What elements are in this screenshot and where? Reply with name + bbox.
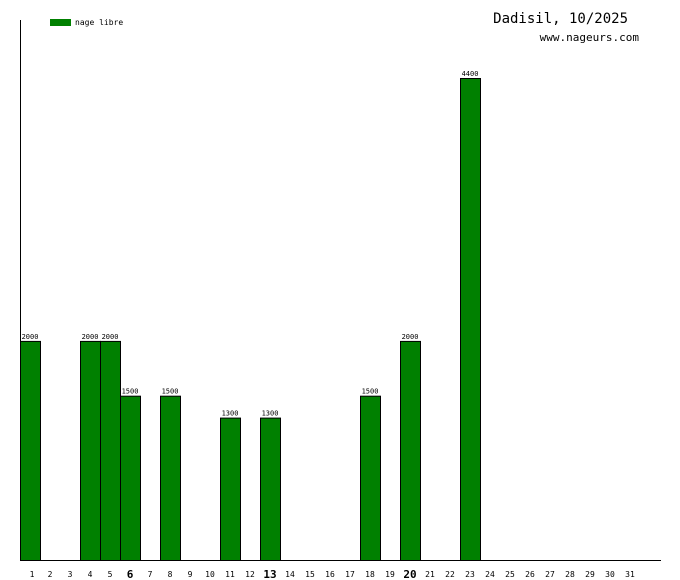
x-tick-day-15: 15 [305,570,315,579]
value-label-day-6: 1500 [122,388,139,396]
value-label-day-4: 2000 [82,333,99,341]
bar-day-6 [120,395,141,561]
value-label-day-8: 1500 [162,388,179,396]
x-tick-day-30: 30 [605,570,615,579]
bars-layer [20,78,481,561]
value-label-day-1: 2000 [22,333,39,341]
x-tick-day-27: 27 [545,570,555,579]
x-tick-day-10: 10 [205,570,215,579]
x-tick-day-11: 11 [225,570,235,579]
x-tick-day-23: 23 [465,570,475,579]
x-tick-day-8: 8 [168,570,173,579]
bar-day-1 [20,340,41,561]
bar-day-11 [220,417,241,561]
x-tick-day-29: 29 [585,570,595,579]
bar-day-23 [460,78,481,561]
x-tick-day-2: 2 [48,570,53,579]
x-tick-day-22: 22 [445,570,455,579]
x-tick-day-31: 31 [625,570,635,579]
x-tick-day-1: 1 [30,570,35,579]
value-label-day-11: 1300 [222,410,239,418]
x-tick-day-6: 6 [127,568,134,580]
bar-day-18 [360,395,381,561]
x-tick-day-5: 5 [108,570,113,579]
value-label-day-13: 1300 [262,410,279,418]
x-tick-day-19: 19 [385,570,395,579]
x-tick-labels-layer: 1 2 3 4 5 6 7 8 9 10 11 12 13 14 15 16 17 18 19 20 21 22 23 24 2… [30,568,635,580]
legend-label: nage libre [75,18,123,27]
x-tick-day-7: 7 [148,570,153,579]
x-tick-day-18: 18 [365,570,375,579]
bar-day-13 [260,417,281,561]
x-tick-day-12: 12 [245,570,255,579]
bar-day-8 [160,395,181,561]
x-tick-day-24: 24 [485,570,495,579]
bar-day-5 [100,340,121,561]
x-tick-day-21: 21 [425,570,435,579]
x-tick-day-13: 13 [263,568,276,580]
value-label-day-18: 1500 [362,388,379,396]
value-label-day-23: 4400 [462,70,479,78]
x-tick-day-14: 14 [285,570,295,579]
chart-title: Dadisil, 10/2025 [493,11,628,27]
value-label-day-5: 2000 [102,333,119,341]
bar-day-4 [80,340,101,561]
x-tick-day-17: 17 [345,570,355,579]
legend-swatch [50,19,71,26]
x-tick-day-25: 25 [505,570,515,579]
x-tick-day-26: 26 [525,570,535,579]
x-tick-day-28: 28 [565,570,575,579]
legend: nage libre [50,18,123,27]
x-tick-day-20: 20 [403,568,416,580]
site-url: www.nageurs.com [540,31,640,44]
x-tick-day-4: 4 [88,570,93,579]
x-tick-day-9: 9 [188,570,193,579]
x-tick-day-16: 16 [325,570,335,579]
x-tick-day-3: 3 [68,570,73,579]
bar-day-20 [400,340,421,561]
value-label-day-20: 2000 [402,333,419,341]
